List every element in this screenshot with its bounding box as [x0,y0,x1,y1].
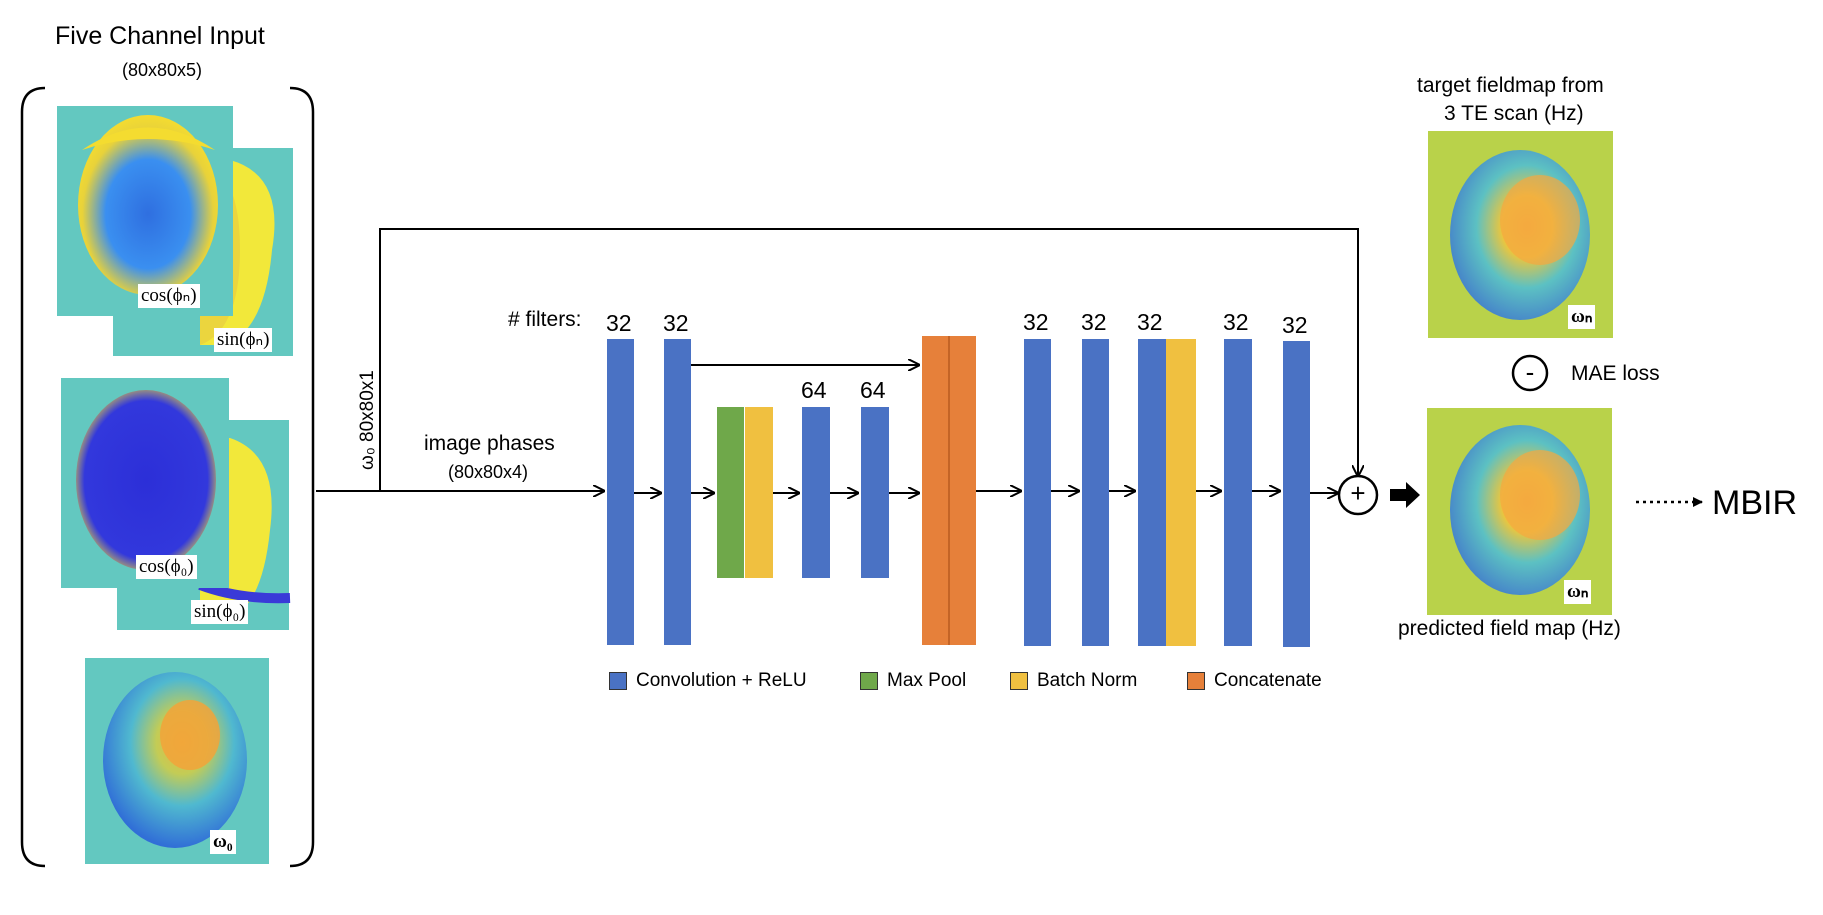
filter-count: 32 [1081,309,1107,335]
legend-item-maxpool: Max Pool [860,670,966,692]
conv-block-1 [607,339,634,645]
omega-n-target-label: ωₙ [1568,305,1596,329]
right-bracket [289,86,315,868]
mbir-label: MBIR [1712,484,1797,522]
conv-block-7 [1138,339,1166,646]
concat-block-b [949,336,976,645]
filter-count: 32 [1282,312,1308,338]
input-title: Five Channel Input [55,22,265,50]
batchnorm-block-2 [1166,339,1196,646]
network-blocks [607,336,1310,647]
target-title-line1: target fieldmap from [1417,74,1604,97]
filter-count: 32 [606,310,632,336]
omega-0-label: ω₀ [210,830,236,854]
thick-arrow [1390,482,1420,508]
omega-skip-path [379,228,1358,491]
input-dims: (80x80x5) [122,60,203,80]
cos-phi-n-image [57,106,233,316]
concat-block-a [922,336,949,645]
cos-phi-0-image [61,378,229,588]
legend-label: Concatenate [1214,670,1322,691]
filter-count: 32 [663,310,689,336]
filter-count: 32 [1223,309,1249,335]
phases-dims: (80x80x4) [448,462,529,482]
legend-item-conv: Convolution + ReLU [609,670,807,692]
phases-label: image phases [424,432,555,455]
legend-label: Batch Norm [1037,670,1138,691]
conv-block-4 [861,407,889,578]
legend-swatch-concat [1187,672,1205,690]
omega-n-pred-label: ωₙ [1564,580,1592,604]
predicted-title: predicted field map (Hz) [1398,617,1621,640]
legend-item-concat: Concatenate [1187,670,1322,692]
minus-node [1511,354,1549,392]
legend-label: Convolution + ReLU [636,670,807,691]
sin-phi-n-label: sin(ϕₙ) [214,328,273,352]
legend-item-batchnorm: Batch Norm [1010,670,1137,692]
filter-count: 64 [860,377,886,403]
legend-swatch-batchnorm [1010,672,1028,690]
cos-phi-n-label: cos(ϕₙ) [138,284,200,308]
conv-block-9 [1283,341,1310,647]
mae-loss-label: MAE loss [1571,362,1660,385]
conv-block-2 [664,339,691,645]
predicted-fieldmap-image [1427,408,1612,615]
inter-block-arrows [634,491,1338,493]
target-fieldmap-image [1428,131,1613,338]
sin-phi-0-label: sin(ϕ₀) [191,600,249,624]
cos-phi-0-label: cos(ϕ₀) [136,555,197,579]
conv-block-8 [1224,339,1252,646]
legend-label: Max Pool [887,670,967,691]
left-bracket [20,86,46,868]
filter-count: 32 [1023,309,1049,335]
legend-swatch-maxpool [860,672,878,690]
conv-block-3 [802,407,830,578]
conv-block-5 [1024,339,1051,646]
batchnorm-block-1 [745,407,773,578]
maxpool-block [717,407,744,578]
omega-branch-label: ω₀ 80x80x1 [357,370,378,470]
plus-symbol: + [1350,478,1366,508]
filter-count: 64 [801,377,827,403]
conv-block-6 [1082,339,1109,646]
filter-count: 32 [1137,309,1163,335]
filters-label: # filters: [508,308,582,331]
plus-node [1337,474,1379,516]
minus-symbol: - [1525,357,1535,387]
target-title-line2: 3 TE scan (Hz) [1444,102,1584,125]
omega-0-image [85,658,269,864]
legend-swatch-conv [609,672,627,690]
